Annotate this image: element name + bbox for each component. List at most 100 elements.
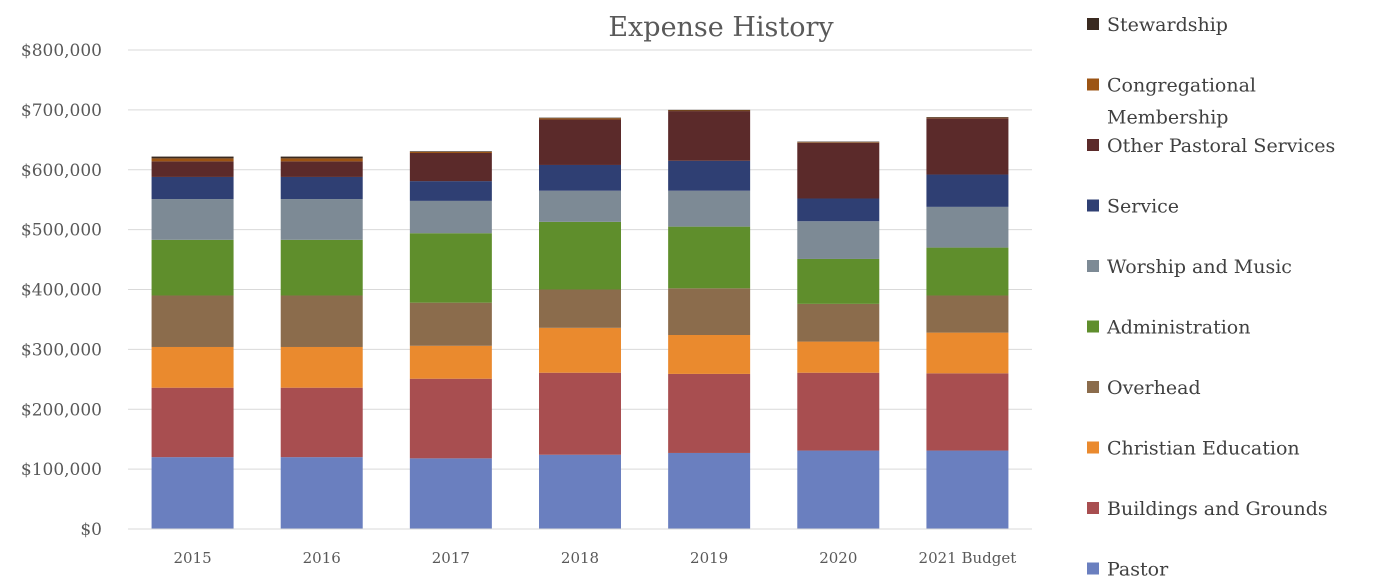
legend-label: Buildings and Grounds — [1107, 498, 1328, 520]
bar-segment-administration — [797, 258, 880, 304]
legend-item: Buildings and Grounds — [1087, 498, 1328, 520]
legend-swatch — [1087, 381, 1099, 393]
bar-segment-administration — [668, 226, 751, 289]
chart-title: Expense History — [608, 12, 834, 43]
bar-segment-worship-and-music — [151, 199, 234, 240]
bar-segment-service — [797, 198, 880, 222]
bar-segment-congregational-membership — [797, 142, 880, 143]
bar-segment-service — [409, 181, 492, 201]
x-tick-label: 2016 — [303, 549, 341, 567]
bar-segment-other-pastoral-services — [668, 111, 751, 161]
bar-segment-administration — [539, 221, 621, 290]
bar-segment-christian-education — [409, 345, 492, 379]
bar-segment-administration — [280, 239, 363, 296]
bar-segment-overhead — [151, 295, 234, 347]
x-axis: 2015 2016 2017 2018 2019 2020 2021 Budget — [128, 528, 1032, 567]
legend-item: Christian Education — [1087, 438, 1300, 460]
bar-segment-buildings-and-grounds — [926, 373, 1009, 451]
bar-segment-stewardship — [926, 117, 1009, 118]
bar-segment-buildings-and-grounds — [151, 387, 234, 458]
bar-segment-service — [151, 176, 234, 200]
y-tick-label: $800,000 — [21, 41, 102, 61]
legend-label: Other Pastoral Services — [1107, 135, 1335, 157]
bar-segment-pastor — [668, 452, 751, 529]
bar-segment-other-pastoral-services — [280, 161, 363, 177]
bar-segment-congregational-membership — [409, 151, 492, 153]
x-tick-label: 2018 — [561, 549, 599, 567]
legend-label: Administration — [1106, 317, 1250, 339]
bar-segment-other-pastoral-services — [926, 118, 1009, 175]
y-tick-label: $300,000 — [21, 340, 102, 360]
x-tick-label: 2021 Budget — [919, 549, 1017, 567]
bar-segment-congregational-membership — [280, 158, 363, 162]
bar-segment-other-pastoral-services — [409, 152, 492, 182]
x-tick-label: 2019 — [690, 549, 728, 567]
bar-segment-christian-education — [926, 332, 1009, 374]
legend-label: Service — [1107, 196, 1179, 218]
bar-segment-buildings-and-grounds — [280, 387, 363, 458]
bars — [151, 109, 1009, 529]
x-tick-label: 2020 — [819, 549, 857, 567]
bar-segment-congregational-membership — [539, 118, 621, 120]
bar-segment-pastor — [409, 458, 492, 529]
bar-segment-service — [926, 174, 1009, 207]
bar-segment-stewardship — [409, 151, 492, 152]
bar-segment-worship-and-music — [539, 190, 621, 222]
legend-label: Stewardship — [1107, 14, 1228, 36]
bar-segment-stewardship — [797, 141, 880, 143]
legend-label: Congregational Membership — [1107, 75, 1256, 129]
y-tick-label: $700,000 — [21, 101, 102, 121]
legend-item: Service — [1087, 196, 1179, 218]
legend-label: Overhead — [1107, 377, 1201, 399]
y-tick-label: $100,000 — [21, 460, 102, 480]
bar-segment-overhead — [797, 303, 880, 342]
legend-item: Pastor — [1087, 559, 1169, 581]
bar-segment-stewardship — [280, 156, 363, 159]
bar-segment-administration — [151, 239, 234, 296]
bar-segment-buildings-and-grounds — [409, 378, 492, 459]
legend-swatch — [1087, 502, 1099, 514]
bar-segment-christian-education — [151, 346, 234, 388]
legend-item: Administration — [1087, 317, 1250, 339]
legend-swatch — [1087, 441, 1099, 454]
bar-segment-administration — [409, 233, 492, 303]
x-tick-label: 2015 — [173, 549, 211, 567]
legend-item: Overhead — [1087, 377, 1201, 399]
bar-segment-pastor — [539, 454, 621, 529]
bar-segment-buildings-and-grounds — [539, 372, 621, 455]
bar-segment-overhead — [409, 302, 492, 346]
legend-item: Congregational Membership — [1087, 75, 1256, 129]
bar-segment-overhead — [539, 289, 621, 328]
y-tick-label: $400,000 — [21, 281, 102, 301]
legend-swatch — [1087, 139, 1099, 151]
bar-segment-buildings-and-grounds — [797, 372, 880, 451]
x-tick-label: 2017 — [432, 549, 470, 567]
y-tick-label: $0 — [80, 520, 102, 540]
bar-segment-worship-and-music — [797, 221, 880, 259]
bar-segment-service — [668, 160, 751, 191]
legend-item: Worship and Music — [1087, 256, 1292, 278]
bar-segment-administration — [926, 247, 1009, 296]
legend-label: Pastor — [1107, 559, 1169, 581]
bar-segment-pastor — [151, 457, 234, 529]
y-axis: $0 $100,000 $200,000 $300,000 $400,000 $500,0… — [21, 41, 102, 540]
legend-label: Christian Education — [1107, 438, 1300, 460]
y-tick-label: $600,000 — [21, 161, 102, 181]
legend-swatch — [1087, 18, 1099, 30]
bar-segment-stewardship — [151, 156, 234, 159]
bar-segment-other-pastoral-services — [797, 142, 880, 199]
legend-swatch — [1087, 562, 1099, 575]
bar-segment-overhead — [668, 288, 751, 336]
bar-segment-pastor — [797, 450, 880, 529]
bar-segment-congregational-membership — [668, 110, 751, 112]
bar-segment-christian-education — [539, 327, 621, 373]
bar-segment-congregational-membership — [151, 158, 234, 162]
legend-item: Stewardship — [1087, 14, 1228, 36]
y-tick-label: $200,000 — [21, 400, 102, 420]
bar-segment-overhead — [280, 295, 363, 347]
legend-swatch — [1087, 320, 1099, 333]
bar-segment-service — [539, 164, 621, 191]
bar-segment-worship-and-music — [280, 199, 363, 240]
